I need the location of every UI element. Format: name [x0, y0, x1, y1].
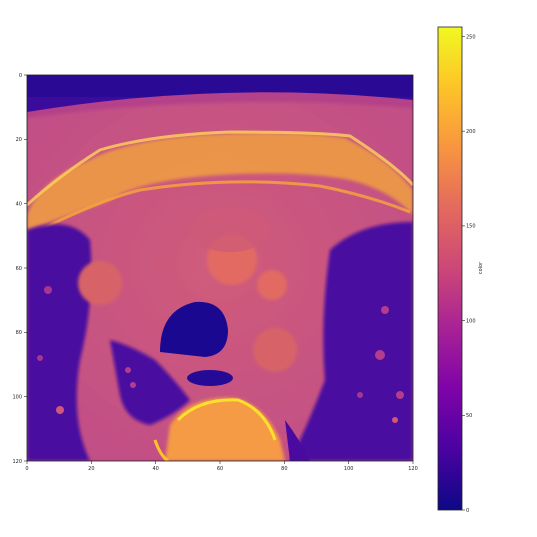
- x-tick-label: 80: [281, 466, 287, 472]
- colorbar-tick-label: 100: [466, 318, 476, 324]
- x-tick-label: 120: [408, 466, 418, 472]
- heatmap-image: [27, 75, 413, 461]
- y-tick-label: 80: [16, 330, 22, 336]
- colorbar-tick-label: 0: [466, 508, 469, 514]
- colorbar-label: color: [478, 261, 484, 274]
- colorbar-tick-label: 200: [466, 129, 476, 135]
- y-tick-label: 120: [12, 459, 22, 465]
- colorbar-tick-label: 250: [466, 34, 476, 40]
- y-axis: 0 20 40 60 80 100 120: [12, 73, 27, 465]
- y-tick-label: 0: [19, 73, 22, 79]
- x-axis: 0 20 40 60 80 100 120: [25, 461, 418, 472]
- colorbar: [437, 26, 463, 511]
- colorbar-ticks: 0 50 100 150 200 250: [462, 34, 476, 514]
- x-tick-label: 20: [88, 466, 94, 472]
- x-tick-label: 60: [217, 466, 223, 472]
- x-tick-label: 100: [344, 466, 354, 472]
- y-tick-label: 40: [16, 201, 22, 207]
- x-tick-label: 40: [152, 466, 158, 472]
- colorbar-tick-label: 150: [466, 224, 476, 230]
- y-tick-label: 100: [12, 394, 22, 400]
- y-tick-label: 60: [16, 266, 22, 272]
- x-tick-label: 0: [25, 466, 28, 472]
- y-tick-label: 20: [16, 137, 22, 143]
- colorbar-tick-label: 50: [466, 413, 472, 419]
